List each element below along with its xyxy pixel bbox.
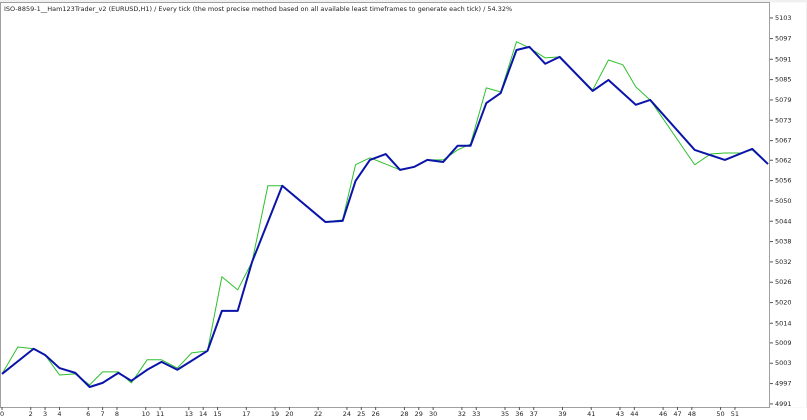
y-tick-label: 5009 xyxy=(775,339,792,347)
x-tick-label: 19 xyxy=(271,410,279,418)
x-tick-label: 20 xyxy=(285,410,293,418)
y-tick-label: 5050 xyxy=(775,197,792,205)
x-tick-label: 36 xyxy=(515,410,523,418)
x-tick-label: 28 xyxy=(400,410,408,418)
y-tick-label: 5014 xyxy=(775,319,792,327)
x-tick-label: 43 xyxy=(616,410,624,418)
x-tick-label: 50 xyxy=(716,410,724,418)
x-tick-label: 47 xyxy=(673,410,681,418)
y-tick-label: 5056 xyxy=(775,177,792,185)
y-tick-label: 5091 xyxy=(775,55,792,63)
chart-title: ISO-8859-1__Ham123Trader_v2 (EURUSD,H1) … xyxy=(4,5,512,13)
x-tick-label: 0 xyxy=(0,410,4,418)
y-tick-label: 5085 xyxy=(775,76,792,84)
x-tick-label: 30 xyxy=(429,410,437,418)
x-tick-label: 37 xyxy=(530,410,538,418)
x-tick-label: 44 xyxy=(630,410,638,418)
series-line xyxy=(1,41,769,386)
x-tick-label: 11 xyxy=(156,410,164,418)
y-tick-label: 4997 xyxy=(775,380,792,388)
x-tick-label: 33 xyxy=(472,410,480,418)
x-tick-label: 25 xyxy=(357,410,365,418)
y-tick-label: 5044 xyxy=(775,217,792,225)
x-tick-label: 26 xyxy=(372,410,380,418)
x-tick-label: 14 xyxy=(199,410,207,418)
x-tick-label: 8 xyxy=(115,410,119,418)
plot-area xyxy=(0,2,770,408)
y-tick-label: 5103 xyxy=(775,14,792,22)
x-tick-label: 35 xyxy=(501,410,509,418)
y-tick-label: 5097 xyxy=(775,35,792,43)
x-tick-label: 6 xyxy=(86,410,90,418)
x-tick-label: 24 xyxy=(343,410,351,418)
y-tick-label: 5073 xyxy=(775,116,792,124)
x-tick-label: 17 xyxy=(242,410,250,418)
y-tick-label: 5003 xyxy=(775,359,792,367)
x-tick-label: 10 xyxy=(142,410,150,418)
x-tick-label: 39 xyxy=(558,410,566,418)
x-tick-label: 7 xyxy=(101,410,105,418)
y-tick-label: 5067 xyxy=(775,137,792,145)
y-axis-panel xyxy=(770,2,806,408)
x-tick-label: 32 xyxy=(458,410,466,418)
x-tick-label: 46 xyxy=(659,410,667,418)
x-tick-label: 3 xyxy=(43,410,47,418)
x-tick-label: 29 xyxy=(415,410,423,418)
y-tick-label: 5020 xyxy=(775,299,792,307)
series-line xyxy=(1,45,769,389)
x-tick-label: 48 xyxy=(688,410,696,418)
x-axis-panel xyxy=(0,408,807,420)
y-tick-label: 4991 xyxy=(775,400,792,408)
x-tick-label: 13 xyxy=(185,410,193,418)
y-tick-label: 5026 xyxy=(775,278,792,286)
x-tick-label: 2 xyxy=(29,410,33,418)
y-tick-label: 5032 xyxy=(775,258,792,266)
y-tick-label: 5038 xyxy=(775,238,792,246)
y-tick-label: 5062 xyxy=(775,156,792,164)
x-tick-label: 41 xyxy=(587,410,595,418)
x-tick-label: 51 xyxy=(731,410,739,418)
x-tick-label: 22 xyxy=(314,410,322,418)
x-tick-label: 15 xyxy=(213,410,221,418)
y-tick-label: 5079 xyxy=(775,96,792,104)
x-tick-label: 4 xyxy=(57,410,61,418)
